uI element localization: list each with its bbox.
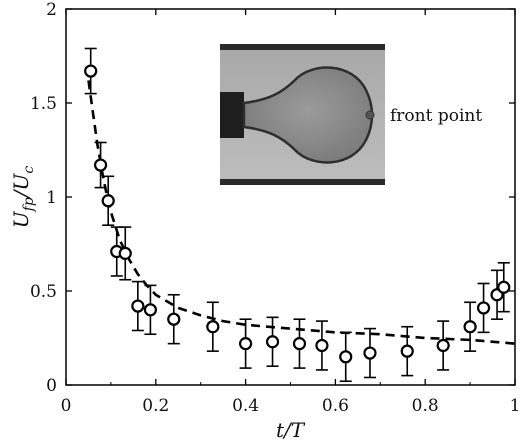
marker <box>101 194 115 208</box>
axis-ticks <box>65 8 516 386</box>
data-points <box>84 47 511 383</box>
data-point <box>93 141 108 189</box>
data-point <box>118 226 132 281</box>
data-point <box>400 325 414 377</box>
front-point-annotation: front point <box>390 106 482 126</box>
marker <box>497 280 511 294</box>
data-point <box>131 280 145 332</box>
marker <box>167 312 181 326</box>
data-point <box>84 47 98 95</box>
front-point-marker <box>365 110 375 120</box>
y-tick-label: 0 <box>46 376 57 396</box>
data-point <box>315 320 329 371</box>
data-point <box>339 331 353 383</box>
data-point <box>101 175 115 226</box>
y-tick-label: 0.5 <box>30 282 57 302</box>
marker <box>84 64 98 78</box>
marker <box>463 320 477 334</box>
data-point <box>476 282 491 334</box>
data-point <box>292 318 307 369</box>
marker <box>476 301 491 315</box>
marker <box>239 337 253 351</box>
marker <box>93 158 108 172</box>
x-tick-label: 0.2 <box>142 396 169 416</box>
inset-photo <box>220 44 385 185</box>
x-tick-label: 1 <box>510 396 520 416</box>
inset-bottom-wall <box>220 179 385 185</box>
data-point <box>239 318 253 369</box>
data-point <box>265 316 280 368</box>
inset-top-wall <box>220 44 385 50</box>
marker <box>339 350 353 364</box>
x-axis-label: t/T <box>276 418 306 442</box>
y-tick-labels: 0 0.5 1 1.5 2 <box>30 0 57 396</box>
marker <box>436 338 450 353</box>
data-point <box>363 327 377 379</box>
marker <box>206 320 220 334</box>
x-tick-label: 0.8 <box>412 396 439 416</box>
x-tick-label: 0.6 <box>322 396 349 416</box>
y-axis-label: Ufp/Uc <box>9 166 37 229</box>
data-point <box>436 320 450 371</box>
x-tick-label: 0.4 <box>232 396 259 416</box>
marker <box>363 346 377 360</box>
marker <box>265 335 280 349</box>
marker <box>315 338 329 353</box>
marker <box>131 299 145 313</box>
data-point <box>143 284 158 336</box>
y-tick-label: 2 <box>46 0 57 20</box>
data-point <box>167 293 181 345</box>
data-point <box>463 301 477 352</box>
dashed-fit-curve <box>87 80 516 345</box>
data-point <box>497 261 511 313</box>
x-tick-label: 0 <box>61 396 72 416</box>
data-point <box>206 301 220 352</box>
inset-nozzle <box>220 92 244 138</box>
marker <box>292 337 307 351</box>
y-tick-label: 1 <box>46 188 57 208</box>
marker <box>143 303 158 317</box>
marker <box>400 344 414 358</box>
marker <box>118 246 132 260</box>
x-tick-labels: 0 0.2 0.4 0.6 0.8 1 <box>61 396 520 416</box>
y-tick-label: 1.5 <box>30 94 57 114</box>
